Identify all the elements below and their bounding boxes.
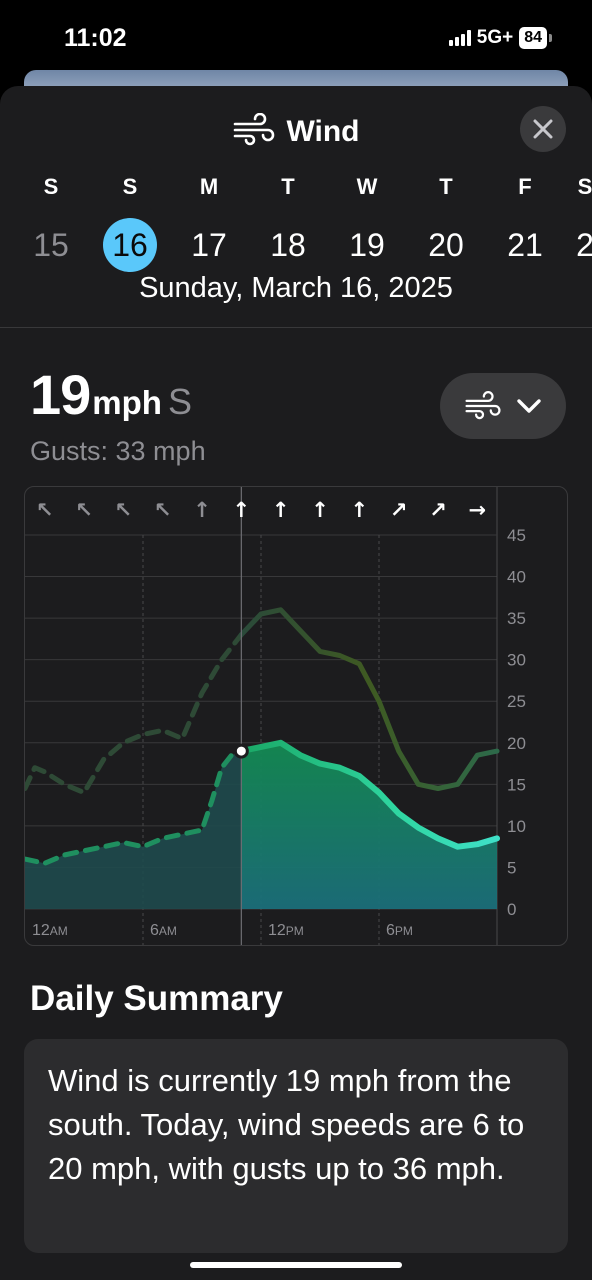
signal-icon xyxy=(448,30,471,46)
y-tick-label: 35 xyxy=(507,609,526,628)
wind-direction-arrow: ↗ xyxy=(390,498,408,522)
close-icon xyxy=(533,119,553,139)
wind-direction-arrow: → xyxy=(469,498,487,522)
day-number: 16 xyxy=(103,218,157,272)
y-tick-label: 10 xyxy=(507,817,526,836)
wind-area-forecast xyxy=(241,742,497,909)
wind-sheet: Wind S 15 S 16 M 17 T 18 W 19 T 20 xyxy=(0,86,592,1280)
divider xyxy=(0,327,592,328)
y-tick-label: 20 xyxy=(507,734,526,753)
wind-direction-arrow: ↑ xyxy=(272,498,290,522)
day-of-week: T xyxy=(439,174,453,199)
daily-summary-title: Daily Summary xyxy=(30,979,283,1018)
network-type: 5G+ xyxy=(476,27,514,48)
x-tick-label: 6PM xyxy=(386,922,413,939)
day-item[interactable]: F 21 xyxy=(495,172,555,272)
y-tick-label: 15 xyxy=(507,775,526,794)
wind-chart[interactable]: 0 5 10 15 20 25 30 35 40 45 ↖ ↖ ↖ ↖ ↑ ↑ ↑ ↑ ↑ ↗ ↗ → 12AM 6AM 12P… xyxy=(24,486,568,946)
status-bar: 11:02 5G+ 84 xyxy=(0,0,592,72)
status-indicators: 5G+ 84 xyxy=(448,27,552,49)
sheet-header: Wind xyxy=(0,112,592,152)
wind-area-past xyxy=(25,751,242,909)
day-number: 19 xyxy=(349,227,385,263)
x-tick-label: 6AM xyxy=(150,922,177,939)
day-item-selected[interactable]: S 16 xyxy=(100,172,160,272)
wind-icon xyxy=(465,391,501,420)
wind-direction-arrow: ↖ xyxy=(36,498,54,522)
day-selector: S 15 S 16 M 17 T 18 W 19 T 20 F 21 S 2 xyxy=(0,172,592,272)
x-tick-label: 12PM xyxy=(268,922,304,939)
day-number: 17 xyxy=(191,227,227,263)
y-tick-label: 25 xyxy=(507,692,526,711)
day-of-week: T xyxy=(281,174,295,199)
metric-picker-button[interactable] xyxy=(440,373,566,439)
chevron-down-icon xyxy=(517,399,541,413)
gust-line-past xyxy=(25,632,244,796)
now-point xyxy=(233,743,249,759)
wind-direction-arrow: ↑ xyxy=(351,498,369,522)
daily-summary-card: Wind is currently 19 mph from the south.… xyxy=(24,1039,568,1253)
day-number: 18 xyxy=(270,227,306,263)
wind-direction-arrow: ↑ xyxy=(311,498,329,522)
wind-icon xyxy=(232,112,276,152)
wind-line-past xyxy=(25,748,244,866)
gusts-label: Gusts: 33 mph xyxy=(30,436,206,466)
day-of-week: F xyxy=(518,174,532,199)
wind-chart-svg: 0 5 10 15 20 25 30 35 40 45 ↖ ↖ ↖ ↖ ↑ ↑ ↑ ↑ ↑ ↗ ↗ → 12AM 6AM 12P… xyxy=(25,487,526,945)
battery-tip xyxy=(549,34,552,42)
home-indicator[interactable] xyxy=(190,1262,402,1268)
y-tick-label: 5 xyxy=(507,858,516,877)
day-of-week: S xyxy=(43,174,59,199)
current-unit: mph xyxy=(92,384,162,421)
day-item[interactable]: W 19 xyxy=(337,172,397,272)
wind-line-forecast xyxy=(238,739,500,850)
day-item[interactable]: T 18 xyxy=(258,172,318,272)
day-of-week: W xyxy=(356,174,378,199)
selected-date-label: Sunday, March 16, 2025 xyxy=(139,272,453,304)
day-of-week: S xyxy=(577,174,592,199)
wind-direction-arrow: ↖ xyxy=(75,498,93,522)
day-item[interactable]: S 15 xyxy=(21,172,81,272)
day-number: 21 xyxy=(507,227,543,263)
y-tick-label: 30 xyxy=(507,651,526,670)
close-button[interactable] xyxy=(520,106,566,152)
x-tick-label: 12AM xyxy=(32,922,68,939)
y-tick-label: 0 xyxy=(507,900,516,919)
status-time: 11:02 xyxy=(64,24,127,52)
battery-icon: 84 xyxy=(519,27,547,49)
day-item[interactable]: T 20 xyxy=(416,172,476,272)
gust-line-forecast xyxy=(238,607,500,791)
current-speed: 19 xyxy=(30,363,91,426)
day-of-week: S xyxy=(122,174,138,199)
wind-direction-arrow: ↑ xyxy=(193,498,211,522)
sheet-title: Wind xyxy=(286,115,360,148)
current-wind: 19 mph S xyxy=(30,362,192,427)
wind-direction-arrow: ↖ xyxy=(115,498,133,522)
day-item-partial[interactable]: S 2 xyxy=(555,172,592,272)
day-of-week: M xyxy=(199,174,219,199)
y-tick-label: 45 xyxy=(507,526,526,545)
wind-direction-arrow: ↗ xyxy=(429,498,447,522)
wind-direction-arrow: ↖ xyxy=(154,498,172,522)
daily-summary-text: Wind is currently 19 mph from the south.… xyxy=(48,1063,525,1186)
day-number: 20 xyxy=(428,227,464,263)
day-item[interactable]: M 17 xyxy=(179,172,239,272)
y-tick-label: 40 xyxy=(507,568,526,587)
current-direction: S xyxy=(167,381,192,422)
day-number: 2 xyxy=(576,227,592,263)
wind-direction-arrow: ↑ xyxy=(233,498,251,522)
day-number: 15 xyxy=(33,227,69,263)
